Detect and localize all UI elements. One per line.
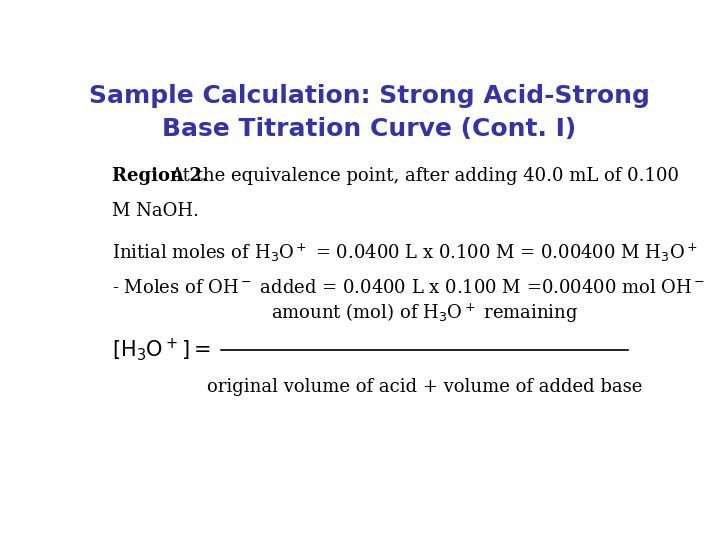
Text: Sample Calculation: Strong Acid-Strong: Sample Calculation: Strong Acid-Strong — [89, 84, 649, 107]
Text: Region 2.: Region 2. — [112, 167, 209, 185]
Text: amount (mol) of H$_3$O$^+$ remaining: amount (mol) of H$_3$O$^+$ remaining — [271, 301, 578, 323]
Text: - Moles of OH$^-$ added = 0.0400 L x 0.100 M =0.00400 mol OH$^-$: - Moles of OH$^-$ added = 0.0400 L x 0.1… — [112, 279, 706, 297]
Text: Initial moles of H$_3$O$^+$ = 0.0400 L x 0.100 M = 0.00400 M H$_3$O$^+$: Initial moles of H$_3$O$^+$ = 0.0400 L x… — [112, 241, 698, 264]
Text: original volume of acid + volume of added base: original volume of acid + volume of adde… — [207, 378, 642, 396]
Text: At the equivalence point, after adding 40.0 mL of 0.100: At the equivalence point, after adding 4… — [170, 167, 679, 185]
Text: M NaOH.: M NaOH. — [112, 202, 199, 220]
Text: Base Titration Curve (Cont. I): Base Titration Curve (Cont. I) — [162, 117, 576, 141]
Text: $[\mathrm{H_3O^+}]=$: $[\mathrm{H_3O^+}]=$ — [112, 336, 211, 363]
